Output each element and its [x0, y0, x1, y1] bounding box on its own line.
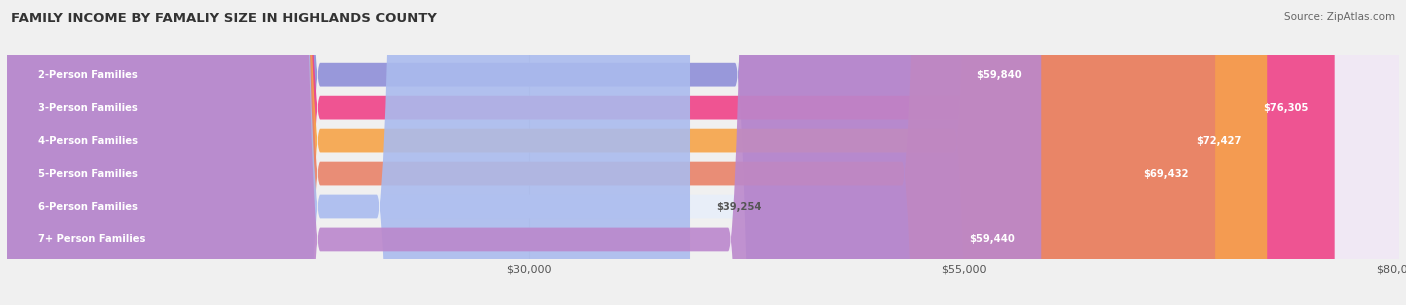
FancyBboxPatch shape — [7, 0, 1215, 305]
FancyBboxPatch shape — [7, 0, 1334, 305]
Text: 5-Person Families: 5-Person Families — [38, 169, 138, 178]
FancyBboxPatch shape — [7, 0, 1399, 305]
Text: FAMILY INCOME BY FAMALIY SIZE IN HIGHLANDS COUNTY: FAMILY INCOME BY FAMALIY SIZE IN HIGHLAN… — [11, 12, 437, 25]
FancyBboxPatch shape — [7, 0, 1042, 305]
Text: 6-Person Families: 6-Person Families — [38, 202, 138, 211]
Text: $76,305: $76,305 — [1263, 103, 1309, 113]
Text: 7+ Person Families: 7+ Person Families — [38, 235, 146, 245]
FancyBboxPatch shape — [7, 0, 1049, 305]
Text: 3-Person Families: 3-Person Families — [38, 103, 138, 113]
FancyBboxPatch shape — [7, 0, 1267, 305]
FancyBboxPatch shape — [7, 0, 1399, 305]
Text: $59,840: $59,840 — [977, 70, 1022, 80]
Text: Source: ZipAtlas.com: Source: ZipAtlas.com — [1284, 12, 1395, 22]
FancyBboxPatch shape — [7, 0, 1399, 305]
FancyBboxPatch shape — [7, 0, 1399, 305]
FancyBboxPatch shape — [7, 0, 1399, 305]
FancyBboxPatch shape — [7, 0, 1399, 305]
FancyBboxPatch shape — [7, 0, 690, 305]
Text: $72,427: $72,427 — [1195, 136, 1241, 145]
Text: $59,440: $59,440 — [969, 235, 1015, 245]
Text: $39,254: $39,254 — [716, 202, 762, 211]
Text: 4-Person Families: 4-Person Families — [38, 136, 138, 145]
Text: $69,432: $69,432 — [1143, 169, 1189, 178]
Text: 2-Person Families: 2-Person Families — [38, 70, 138, 80]
